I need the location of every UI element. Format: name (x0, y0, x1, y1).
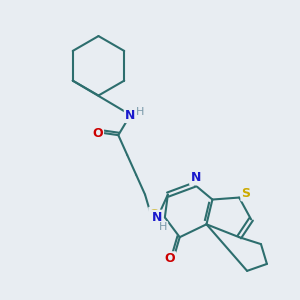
Text: S: S (149, 208, 158, 221)
Text: N: N (125, 109, 135, 122)
Text: O: O (164, 253, 175, 266)
Text: H: H (159, 222, 167, 232)
Text: S: S (242, 187, 250, 200)
Text: O: O (92, 127, 103, 140)
Text: N: N (190, 171, 201, 184)
Text: H: H (136, 107, 144, 117)
Text: N: N (152, 211, 162, 224)
